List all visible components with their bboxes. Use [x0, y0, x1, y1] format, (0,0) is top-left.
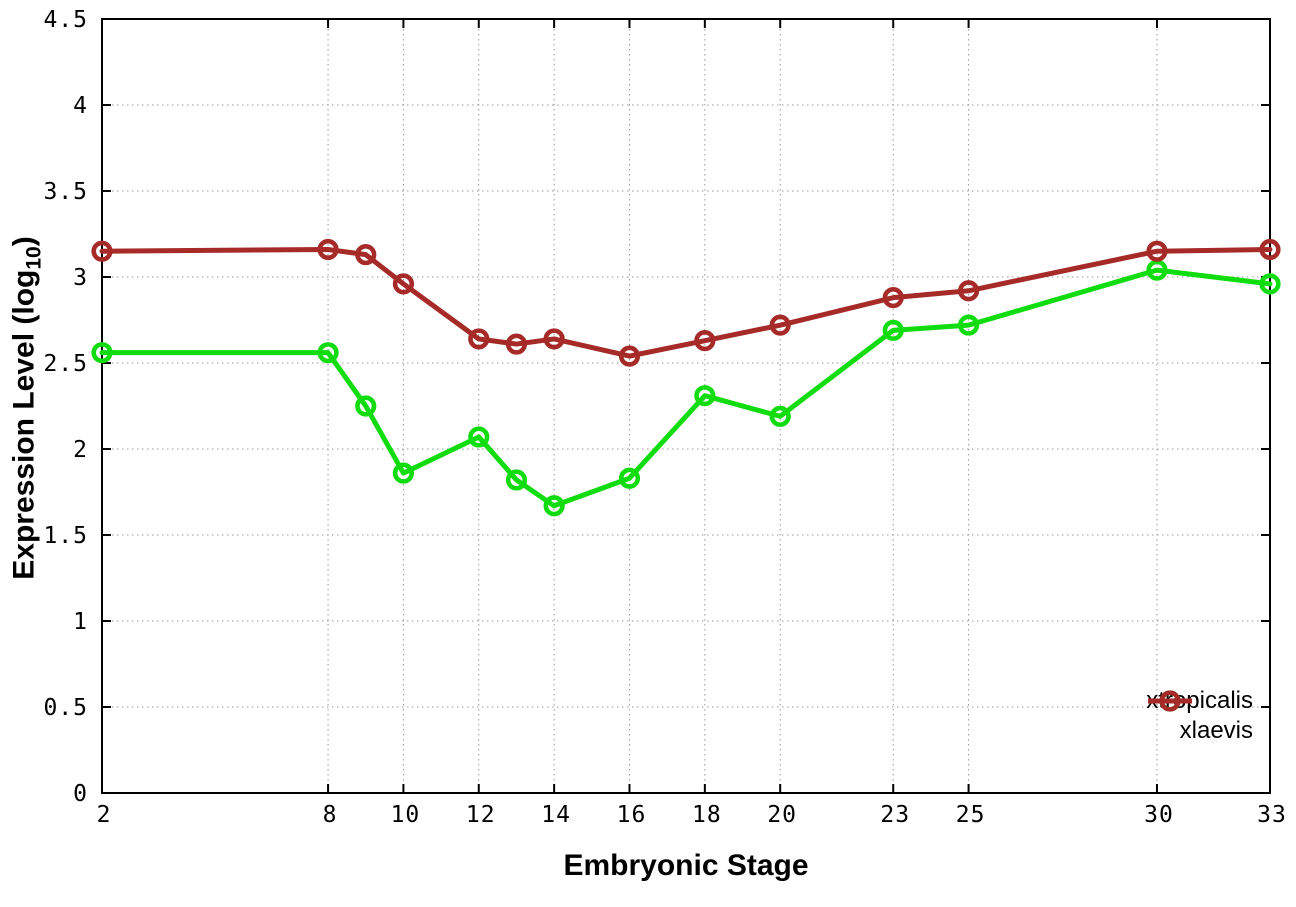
y-tick-label: 2.5 [43, 351, 88, 377]
data-point-xlaevis [957, 280, 980, 302]
y-axis-title-text: Expression Level (log [7, 269, 41, 580]
y-axis-title: Expression Level (log10) [8, 236, 47, 579]
x-tick-label: 18 [692, 802, 722, 828]
data-point-xlaevis [91, 240, 113, 262]
x-tick-label: 25 [956, 802, 986, 828]
data-point-xlaevis [355, 244, 377, 266]
data-point-xtropicalis [769, 405, 791, 427]
y-tick-label: 4 [73, 93, 88, 119]
data-point-xlaevis [1146, 240, 1168, 262]
y-tick-label: 1 [73, 609, 88, 635]
data-point-xtropicalis [1259, 273, 1281, 295]
y-tick-label: 1.5 [43, 523, 88, 549]
data-point-xtropicalis [1146, 259, 1168, 281]
x-tick-label: 10 [391, 802, 421, 828]
xlaevis-marker-icon [1148, 690, 1193, 712]
x-axis-title: Embryonic Stage [563, 849, 809, 882]
x-tick-label: 8 [323, 802, 338, 828]
x-tick-label: 30 [1144, 802, 1174, 828]
data-point-xlaevis [468, 328, 490, 350]
data-point-xtropicalis [317, 342, 339, 364]
x-tick-label: 2 [97, 802, 112, 828]
legend-label-xlaevis: xlaevis [1179, 717, 1253, 744]
y-tick-label: 0 [73, 781, 88, 807]
data-point-xlaevis [392, 273, 415, 295]
data-point-xlaevis [882, 287, 904, 309]
legend-item-xlaevis: xlaevis [1148, 690, 1253, 746]
series-line-xtropicalis [99, 267, 1273, 509]
x-tick-label: 14 [541, 802, 571, 828]
data-point-xlaevis [769, 314, 791, 336]
y-tick-label: 3.5 [43, 179, 88, 205]
y-tick-label: 3 [73, 265, 88, 291]
y-axis-title-subscript: 10 [22, 246, 46, 270]
data-point-xtropicalis [618, 467, 641, 489]
data-point-xtropicalis [543, 495, 565, 517]
data-point-xtropicalis [694, 385, 716, 407]
data-point-xtropicalis [355, 395, 377, 417]
x-tick-label: 20 [767, 802, 797, 828]
data-point-xtropicalis [392, 462, 415, 484]
x-tick-label: 12 [466, 802, 496, 828]
data-point-xtropicalis [91, 342, 113, 364]
plot-border [101, 18, 1271, 794]
data-point-xtropicalis [957, 314, 980, 336]
data-point-xlaevis [317, 238, 339, 261]
x-tick-label: 23 [880, 802, 910, 828]
data-point-xlaevis [543, 328, 565, 350]
data-point-xlaevis [505, 333, 528, 355]
y-tick-label: 4.5 [43, 7, 88, 33]
legend: xtropicalis xlaevis [1146, 686, 1253, 746]
data-point-xtropicalis [505, 469, 528, 491]
y-tick-label: 0.5 [43, 695, 88, 721]
data-point-xlaevis [694, 330, 716, 352]
y-tick-label: 2 [73, 437, 88, 463]
series-line-xlaevis [99, 246, 1273, 359]
x-tick-label: 33 [1257, 802, 1287, 828]
data-point-xtropicalis [882, 319, 904, 341]
x-tick-label: 16 [617, 802, 647, 828]
data-point-xlaevis [618, 345, 641, 367]
data-point-xtropicalis [468, 426, 490, 448]
y-axis-title-suffix: ) [7, 236, 41, 247]
data-point-xlaevis [1259, 238, 1281, 261]
